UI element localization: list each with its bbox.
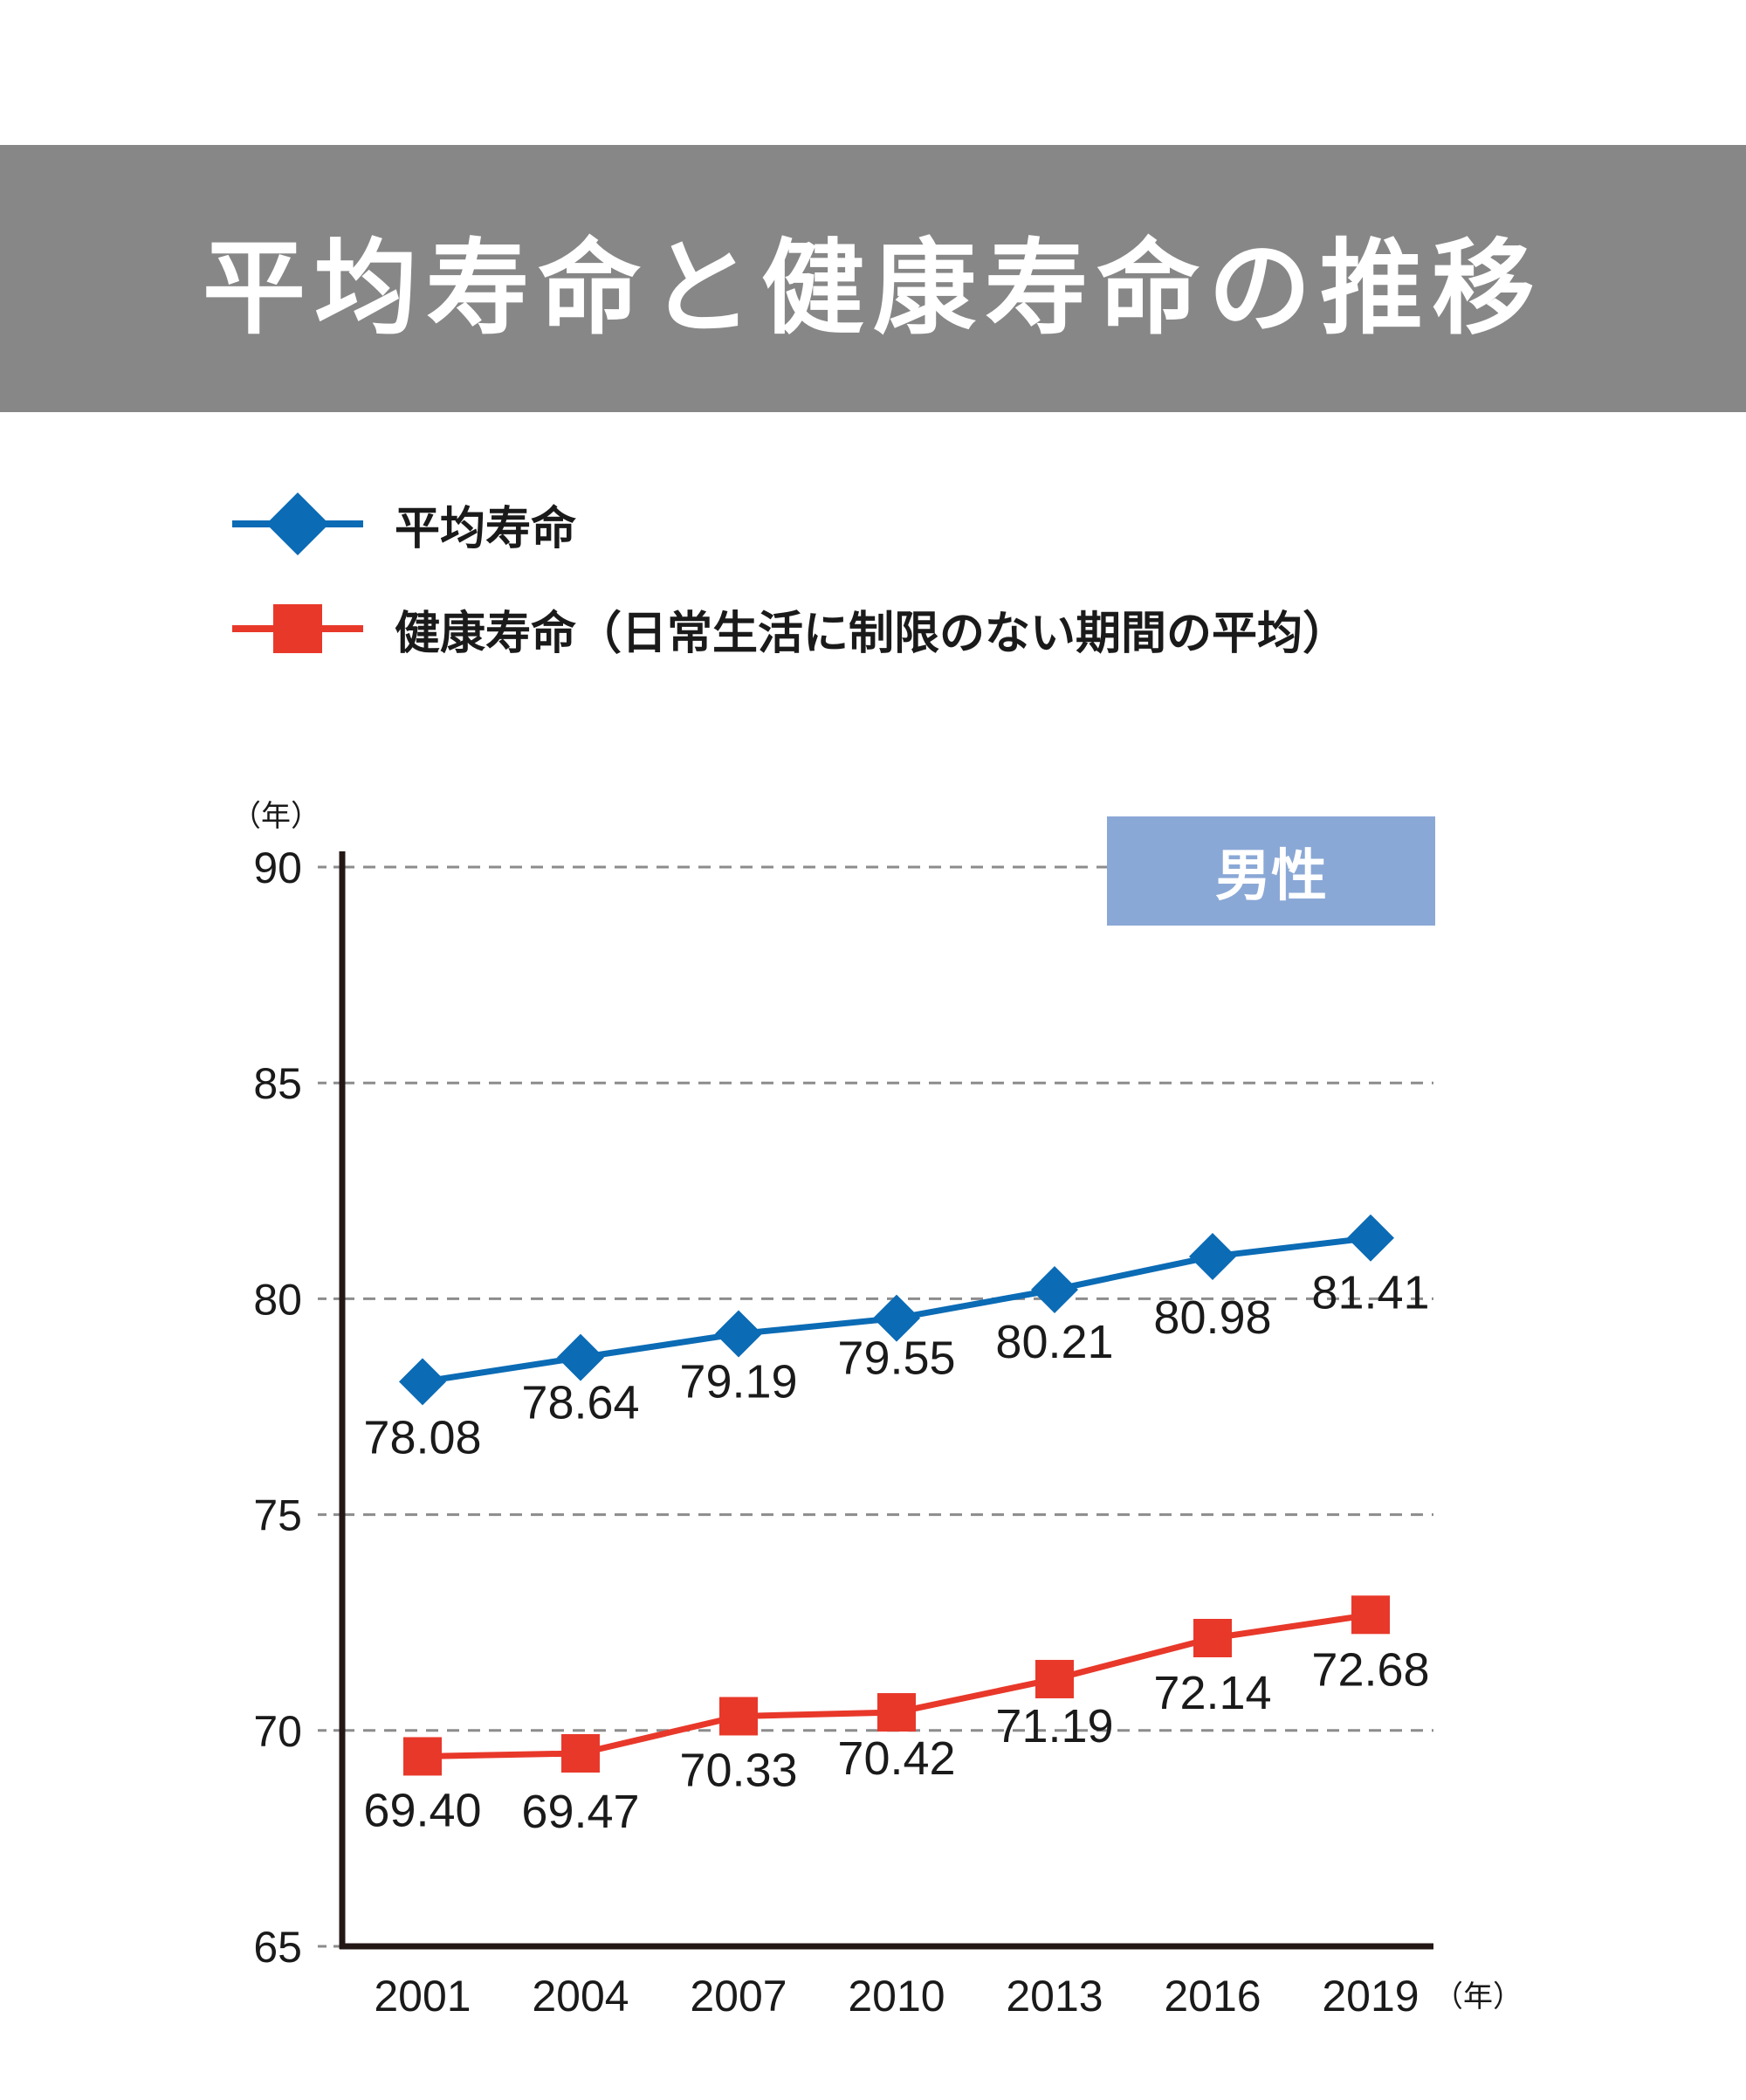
data-label: 80.98 [1153, 1291, 1271, 1344]
data-label: 70.42 [837, 1732, 955, 1785]
legend-item-healthy-life: 健康寿命（日常生活に制限のない期間の平均） [229, 576, 1348, 681]
data-label: 71.19 [995, 1700, 1113, 1752]
data-label: 69.40 [363, 1784, 481, 1836]
data-label: 79.55 [837, 1332, 955, 1385]
y-tick-label: 90 [253, 843, 302, 892]
data-point-diamond [873, 1294, 920, 1342]
x-tick-label: 2010 [848, 1972, 945, 2021]
page-title: 平均寿命と健康寿命の推移 [202, 227, 1543, 348]
x-tick-label: 2001 [374, 1972, 471, 2021]
legend-label: 平均寿命 [395, 502, 577, 555]
square-line-icon [232, 604, 363, 653]
data-label: 70.33 [679, 1744, 797, 1796]
y-tick-label: 80 [253, 1275, 302, 1324]
y-tick-label: 65 [253, 1923, 302, 1972]
x-tick-label: 2007 [690, 1972, 787, 2021]
data-label: 72.14 [1153, 1667, 1271, 1719]
data-point-square [877, 1693, 916, 1732]
data-label: 78.08 [363, 1411, 481, 1463]
legend: 平均寿命 健康寿命（日常生活に制限のない期間の平均） [229, 472, 1348, 681]
data-point-diamond [715, 1310, 762, 1358]
x-tick-label: 2016 [1164, 1972, 1261, 2021]
gender-badge-label: 男性 [1215, 843, 1327, 909]
y-unit-label: （年） [231, 799, 320, 834]
data-point-diamond [557, 1333, 604, 1381]
data-point-diamond [1347, 1214, 1394, 1262]
data-point-diamond [1031, 1266, 1078, 1314]
data-point-diamond [1189, 1232, 1236, 1280]
y-tick-label: 75 [253, 1491, 302, 1540]
data-point-square [561, 1734, 600, 1773]
gender-badge: 男性 [1107, 816, 1435, 926]
legend-label: 健康寿命（日常生活に制限のない期間の平均） [395, 607, 1349, 660]
x-tick-label: 2013 [1006, 1972, 1103, 2021]
y-tick-label: 85 [253, 1059, 302, 1108]
data-point-diamond [399, 1358, 446, 1406]
data-label: 72.68 [1311, 1643, 1429, 1696]
data-label: 80.21 [995, 1316, 1113, 1368]
data-point-square [1351, 1595, 1390, 1635]
data-point-square [1193, 1618, 1232, 1657]
diamond-line-icon [232, 492, 363, 555]
x-tick-label: 2019 [1322, 1972, 1419, 2021]
data-label: 78.64 [521, 1377, 639, 1429]
data-label: 79.19 [679, 1355, 797, 1408]
x-unit-label: （年） [1433, 1980, 1523, 2014]
data-label: 81.41 [1311, 1267, 1429, 1319]
data-point-square [719, 1697, 758, 1736]
legend-item-life-expectancy: 平均寿命 [229, 472, 1348, 576]
data-label: 69.47 [521, 1786, 639, 1838]
data-point-square [403, 1737, 442, 1776]
y-tick-label: 70 [253, 1707, 302, 1756]
x-tick-label: 2004 [532, 1972, 629, 2021]
title-banner: 平均寿命と健康寿命の推移 [0, 145, 1746, 412]
data-point-square [1035, 1659, 1074, 1698]
